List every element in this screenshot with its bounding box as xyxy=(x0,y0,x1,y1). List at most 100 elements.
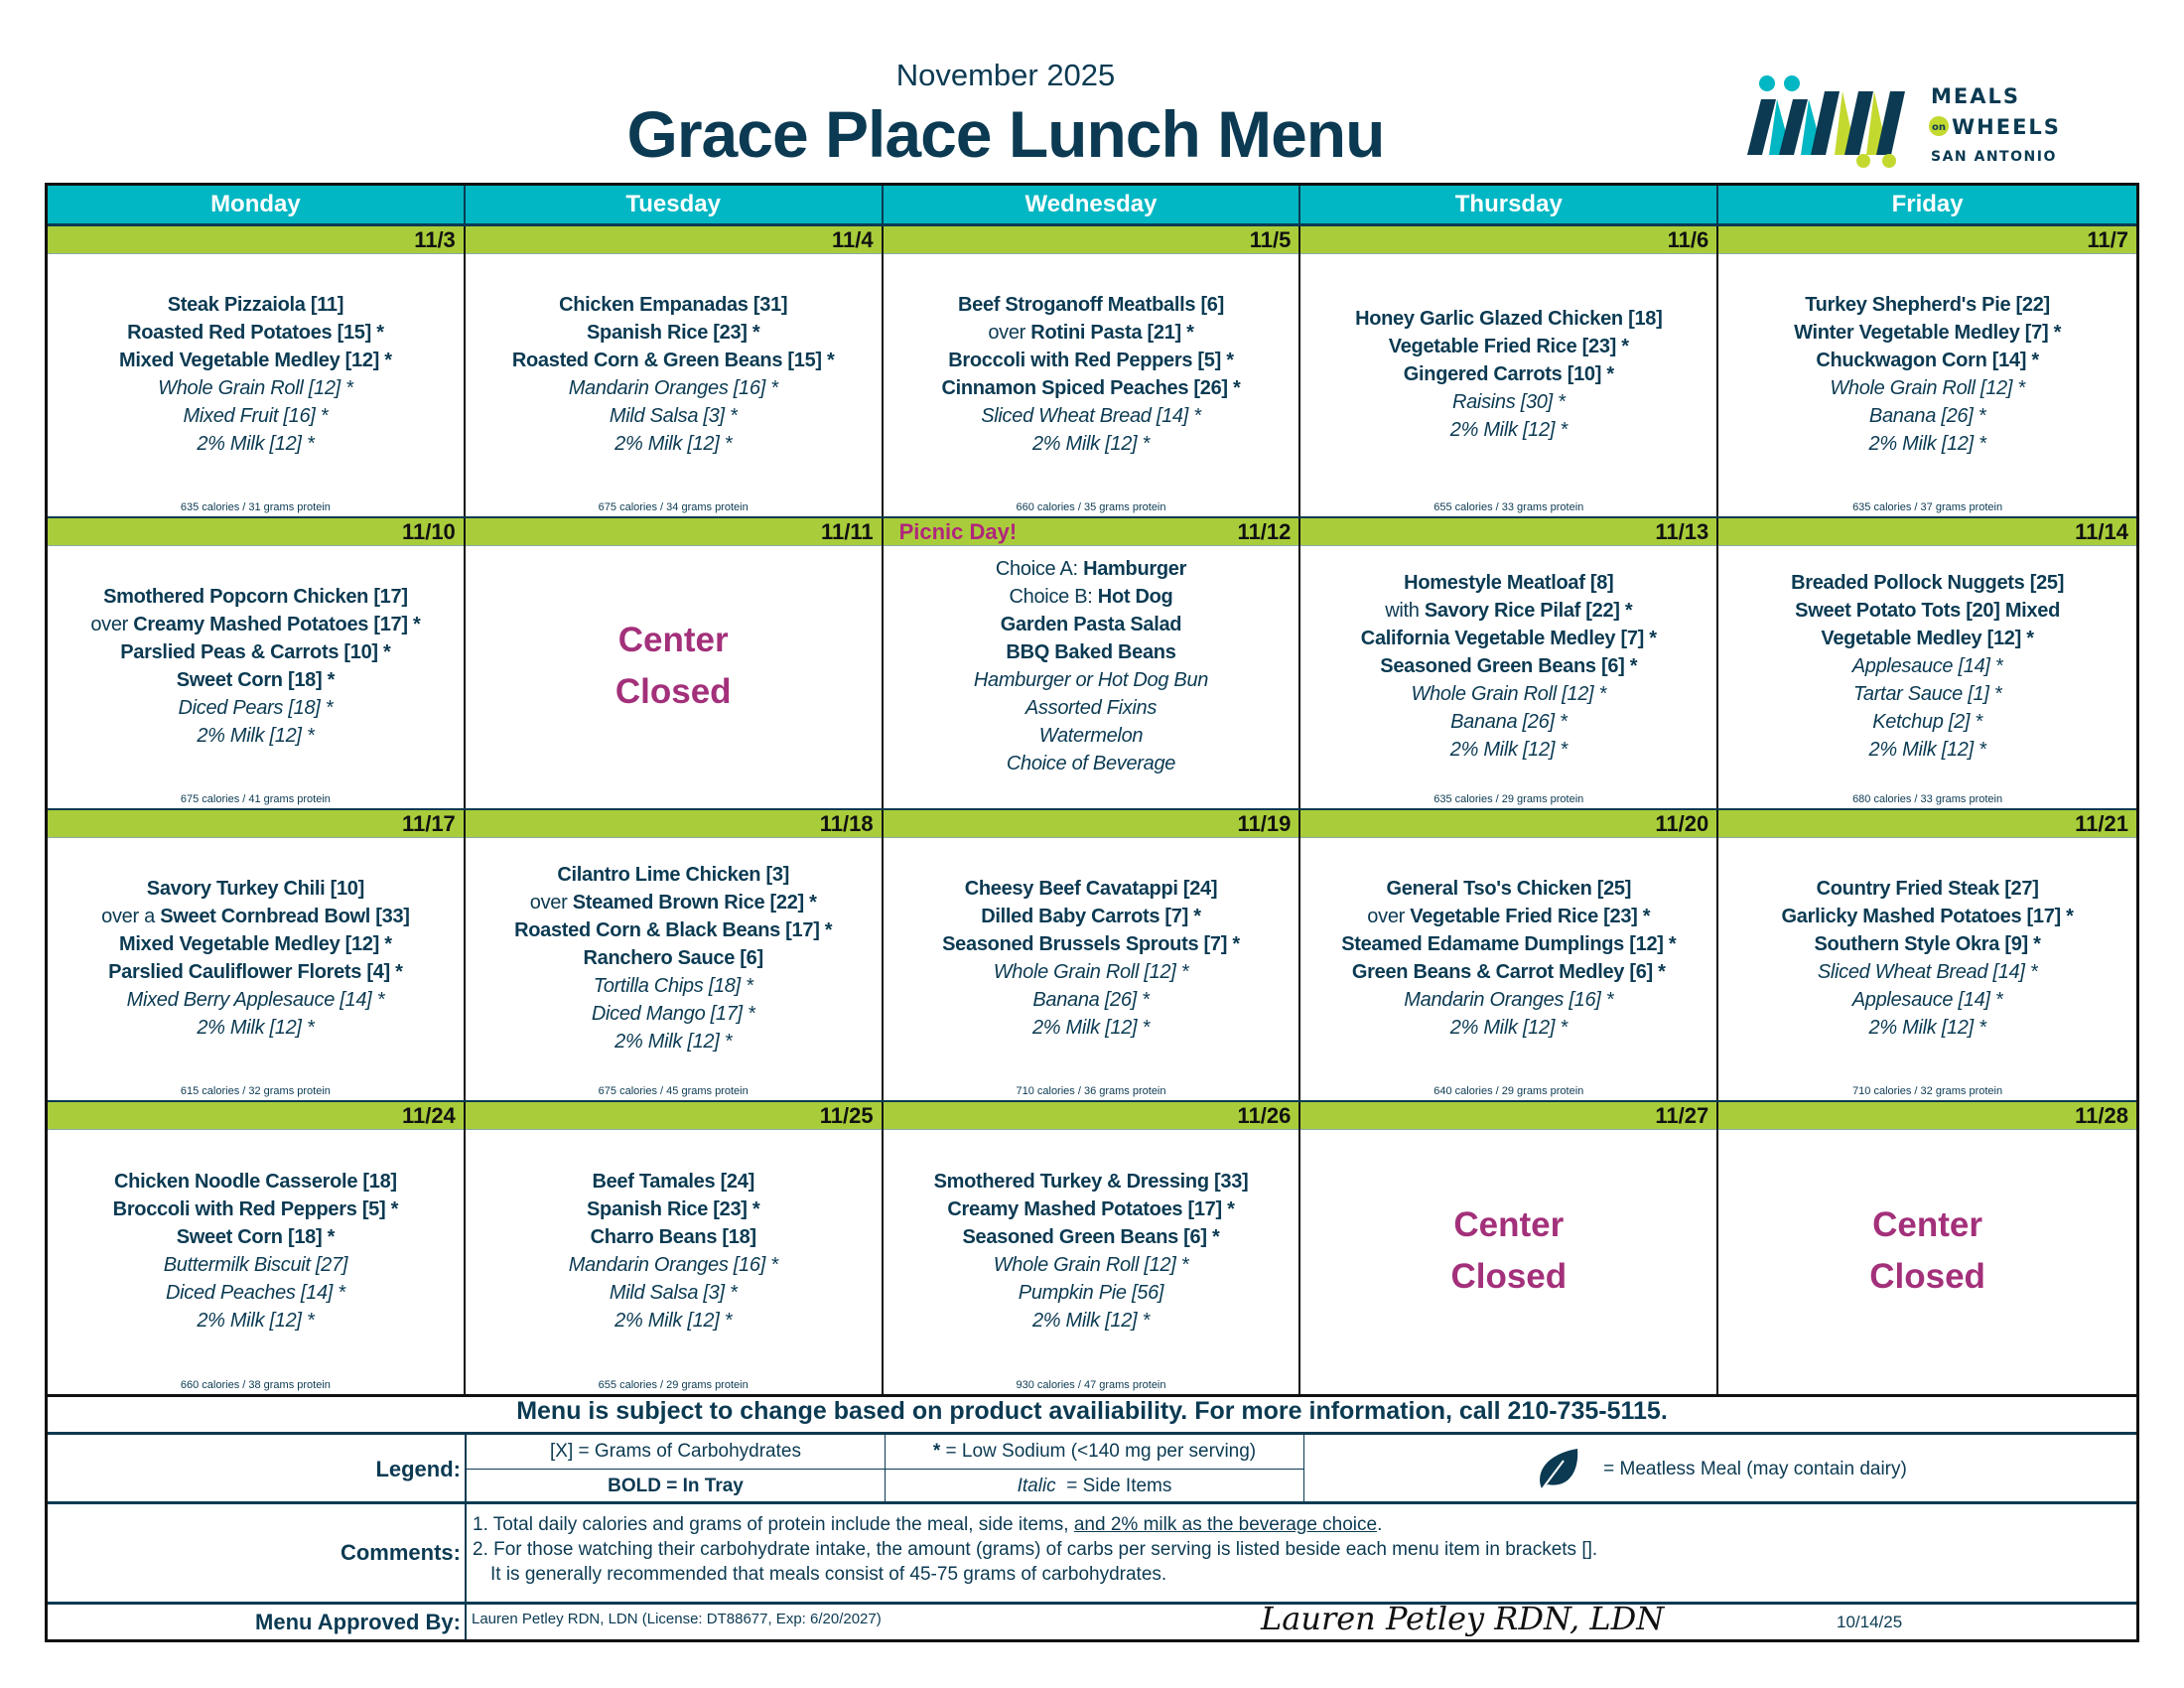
day-cell: 11/3 Steak Pizzaiola [11] Roasted Red Pota… xyxy=(48,226,466,516)
center-closed: Center xyxy=(1453,1205,1565,1244)
day-menu: Savory Turkey Chili [10] over a Sweet Cor… xyxy=(48,838,464,1100)
menu-item: Mandarin Oranges [16] * xyxy=(1404,986,1613,1014)
menu-item: Creamy Mashed Potatoes [17] * xyxy=(947,1196,1234,1223)
menu-item: Charro Beans [18] xyxy=(591,1223,756,1251)
day-menu: General Tso's Chicken [25] over Vegetable… xyxy=(1300,838,1716,1100)
nutrition-summary: 930 calories / 47 grams protein xyxy=(1016,1379,1166,1391)
menu-item-name: Diced Peaches [14] * xyxy=(166,1282,345,1304)
menu-item-name: 2% Milk [12] * xyxy=(1868,739,1986,761)
day-cell: 11/5 Beef Stroganoff Meatballs [6] over Ro… xyxy=(883,226,1301,516)
menu-item-name: Spanish Rice [23] * xyxy=(587,1198,760,1220)
day-date: 11/11 xyxy=(820,519,874,544)
menu-item-name: Ranchero Sauce [6] xyxy=(583,947,764,969)
menu-item-name: Honey Garlic Glazed Chicken [18] xyxy=(1355,308,1663,330)
menu-item-prefix: over xyxy=(90,614,134,635)
menu-item: Diced Pears [18] * xyxy=(179,694,334,722)
menu-item-name: Cilantro Lime Chicken [3] xyxy=(557,864,790,886)
day-cell: 11/21 Country Fried Steak [27] Garlicky Ma… xyxy=(1718,810,2136,1100)
menu-item-name: Mild Salsa [3] * xyxy=(609,405,738,427)
menu-item: Raisins [30] * xyxy=(1452,388,1566,416)
menu-item-name: Garlicky Mashed Potatoes [17] * xyxy=(1781,906,2074,927)
day-date: 11/4 xyxy=(831,227,874,252)
center-closed: Closed xyxy=(1869,1257,1985,1296)
menu-item: Seasoned Green Beans [6] * xyxy=(1380,652,1637,680)
menu-item: Dilled Baby Carrots [7] * xyxy=(981,903,1201,930)
comments-label: Comments: xyxy=(48,1504,467,1602)
menu-item-name: 2% Milk [12] * xyxy=(1868,1017,1986,1039)
nutrition-summary: 710 calories / 36 grams protein xyxy=(1016,1085,1166,1097)
date-band: 11/20 xyxy=(1300,810,1717,838)
menu-item-name: Sliced Wheat Bread [14] * xyxy=(981,405,1201,427)
day-date: 11/24 xyxy=(401,1103,456,1128)
day-cell: 11/20 General Tso's Chicken [25] over Vege… xyxy=(1300,810,1719,1100)
menu-item: Whole Grain Roll [12] * xyxy=(994,1251,1189,1279)
menu-item-name: Tortilla Chips [18] * xyxy=(593,975,753,997)
center-closed: Center xyxy=(1872,1205,1983,1244)
menu-item-name: 2% Milk [12] * xyxy=(1868,433,1986,455)
menu-item-name: General Tso's Chicken [25] xyxy=(1386,878,1632,900)
menu-item: Sweet Corn [18] * xyxy=(177,1223,336,1251)
menu-item-name: Beef Tamales [24] xyxy=(592,1171,754,1193)
menu-item: Whole Grain Roll [12] * xyxy=(994,958,1189,986)
menu-item: 2% Milk [12] * xyxy=(1869,736,1986,764)
menu-item-name: Mixed Berry Applesauce [14] * xyxy=(126,989,385,1011)
comment-1: 1. Total daily calories and grams of pro… xyxy=(473,1512,2130,1537)
menu-item-name: 2% Milk [12] * xyxy=(197,1017,315,1039)
day-menu: Homestyle Meatloaf [8] with Savory Rice P… xyxy=(1300,546,1716,808)
day-date: 11/17 xyxy=(401,811,456,836)
menu-item-name: Mandarin Oranges [16] * xyxy=(568,1254,778,1276)
logo-text-on: on xyxy=(1932,122,1946,133)
menu-item: Assorted Fixins xyxy=(1025,694,1158,722)
menu-item-name: 2% Milk [12] * xyxy=(197,1310,315,1332)
nutrition-summary: 635 calories / 37 grams protein xyxy=(1852,501,2003,513)
menu-item: Winter Vegetable Medley [7] * xyxy=(1794,319,2061,347)
legend-carbs: [X] = Grams of Carbohydrates xyxy=(467,1435,885,1470)
menu-item-name: Hamburger or Hot Dog Bun xyxy=(973,669,1209,691)
menu-item-name: 2% Milk [12] * xyxy=(1031,433,1151,455)
menu-item-name: 2% Milk [12] * xyxy=(197,433,315,455)
menu-item-name: Winter Vegetable Medley [7] * xyxy=(1794,322,2062,344)
menu-item: Mixed Vegetable Medley [12] * xyxy=(119,347,392,374)
menu-item: Smothered Popcorn Chicken [17] xyxy=(103,583,408,611)
menu-item-name: Banana [26] * xyxy=(1032,989,1150,1011)
legend-sodium: * = Low Sodium (<140 mg per serving) xyxy=(886,1435,1303,1470)
menu-item-prefix: over xyxy=(529,892,573,914)
day-cell: 11/4 Chicken Empanadas [31] Spanish Rice [… xyxy=(465,226,884,516)
menu-item-prefix: Choice A: xyxy=(995,558,1084,580)
nutrition-summary: 675 calories / 34 grams protein xyxy=(598,501,749,513)
menu-item: 2% Milk [12] * xyxy=(197,722,314,750)
menu-item: Sliced Wheat Bread [14] * xyxy=(1818,958,2038,986)
menu-item: over Steamed Brown Rice [22] * xyxy=(530,889,817,916)
menu-item: Spanish Rice [23] * xyxy=(587,1196,760,1223)
menu-item: 2% Milk [12] * xyxy=(1032,1014,1150,1042)
menu-item: Vegetable Medley [12] * xyxy=(1821,625,2034,652)
day-menu: Cheesy Beef Cavatappi [24] Dilled Baby Ca… xyxy=(884,838,1299,1100)
menu-item-name: Country Fried Steak [27] xyxy=(1816,878,2039,900)
menu-item-name: Steamed Edamame Dumplings [12] * xyxy=(1341,933,1677,955)
menu-item: Buttermilk Biscuit [27] xyxy=(164,1251,348,1279)
logo-text-wheels: WHEELS xyxy=(1952,115,2061,139)
menu-item-name: Banana [26] * xyxy=(1450,711,1568,733)
date-band: 11/10 xyxy=(48,518,464,546)
day-date: 11/20 xyxy=(1655,811,1709,836)
menu-item-name: Sliced Wheat Bread [14] * xyxy=(1817,961,2038,983)
week-row: 11/17 Savory Turkey Chili [10] over a Swee… xyxy=(48,810,2136,1102)
menu-item-name: 2% Milk [12] * xyxy=(1449,419,1568,441)
day-date: 11/28 xyxy=(2075,1103,2128,1128)
day-menu: Smothered Popcorn Chicken [17] over Cream… xyxy=(48,546,464,808)
menu-item: Applesauce [14] * xyxy=(1852,652,2003,680)
menu-item-name: Creamy Mashed Potatoes [17] * xyxy=(133,614,421,635)
menu-item: Roasted Corn & Green Beans [15] * xyxy=(512,347,835,374)
day-cell: 11/27 Center Closed xyxy=(1300,1102,1719,1394)
menu-item-name: Whole Grain Roll [12] * xyxy=(158,377,353,399)
day-menu: Honey Garlic Glazed Chicken [18] Vegetabl… xyxy=(1300,254,1716,516)
weekday-monday: Monday xyxy=(48,186,466,223)
day-cell: 11/19 Cheesy Beef Cavatappi [24] Dilled Ba… xyxy=(883,810,1301,1100)
menu-item: Garlicky Mashed Potatoes [17] * xyxy=(1782,903,2074,930)
nutrition-summary: 680 calories / 33 grams protein xyxy=(1852,793,2003,805)
menu-item: Mandarin Oranges [16] * xyxy=(569,374,778,402)
nutrition-summary: 660 calories / 38 grams protein xyxy=(180,1379,331,1391)
menu-item: Smothered Turkey & Dressing [33] xyxy=(934,1168,1249,1196)
menu-item: Parslied Cauliflower Florets [4] * xyxy=(108,958,403,986)
menu-item-name: Chicken Empanadas [31] xyxy=(559,294,788,316)
